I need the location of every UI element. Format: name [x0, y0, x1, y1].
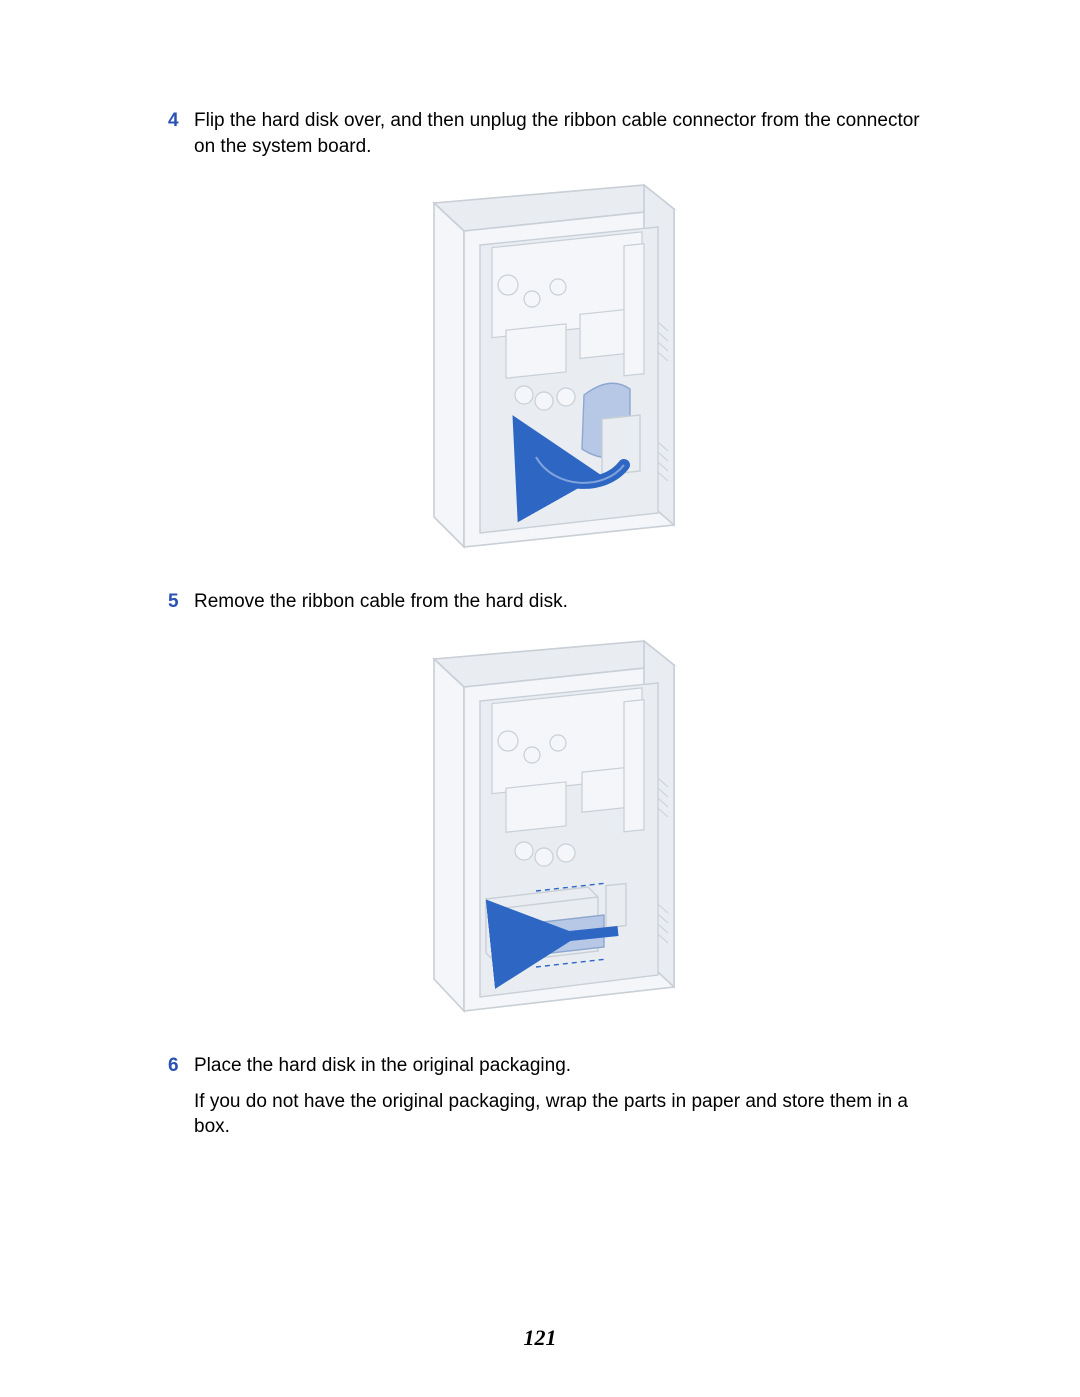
step-number: 5	[168, 589, 194, 615]
figure-step-4	[168, 175, 920, 567]
step-5: 5 Remove the ribbon cable from the hard …	[168, 589, 920, 615]
document-page: 4 Flip the hard disk over, and then unpl…	[0, 0, 1080, 1397]
step-text: Remove the ribbon cable from the hard di…	[194, 589, 920, 615]
diagram-flip-icon	[384, 175, 704, 567]
step-number: 6	[168, 1053, 194, 1079]
step-subtext: If you do not have the original packagin…	[194, 1089, 920, 1140]
step-text: Place the hard disk in the original pack…	[194, 1053, 920, 1079]
step-4: 4 Flip the hard disk over, and then unpl…	[168, 108, 920, 159]
step-6: 6 Place the hard disk in the original pa…	[168, 1053, 920, 1079]
step-text: Flip the hard disk over, and then unplug…	[194, 108, 920, 159]
figure-step-5	[168, 631, 920, 1031]
page-number: 121	[0, 1325, 1080, 1351]
step-number: 4	[168, 108, 194, 134]
diagram-remove-icon	[384, 631, 704, 1031]
